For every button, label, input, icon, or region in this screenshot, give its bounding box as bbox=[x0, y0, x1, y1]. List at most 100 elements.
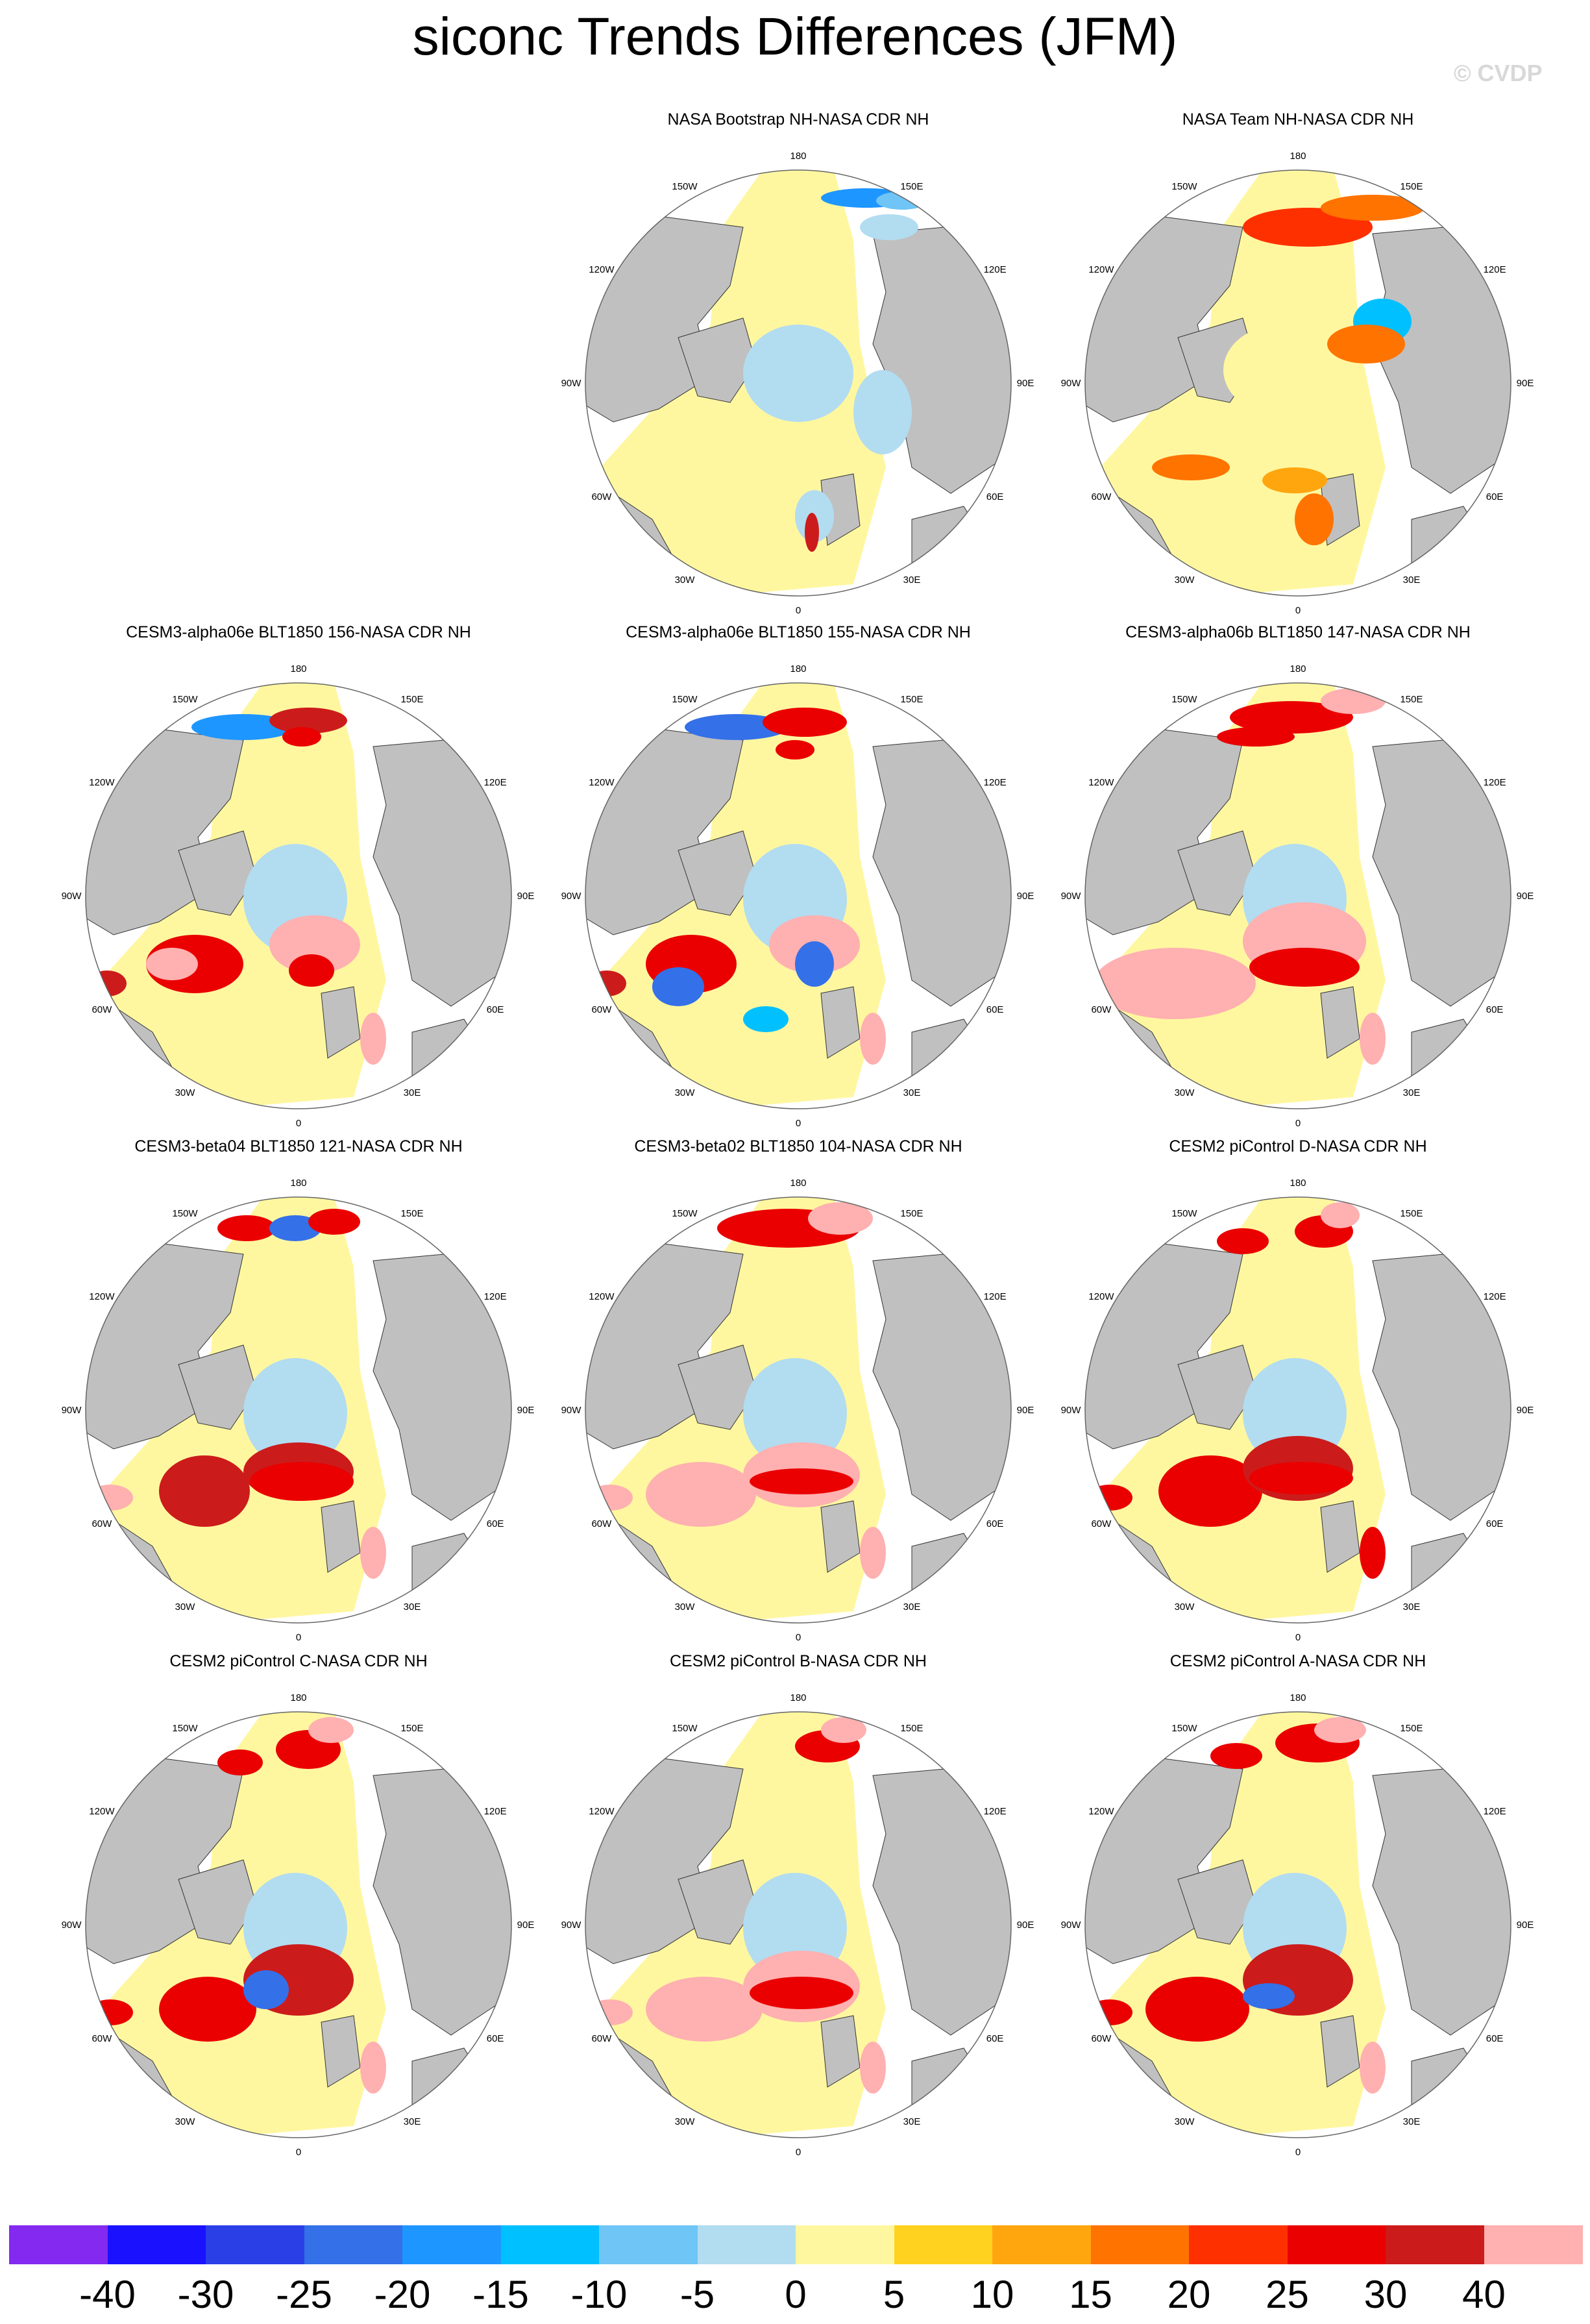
trend-anomaly-area bbox=[269, 915, 360, 974]
trend-anomaly-area bbox=[1145, 1977, 1249, 2042]
longitude-label: 60E bbox=[1486, 491, 1504, 502]
longitude-label: 30E bbox=[1403, 1601, 1421, 1613]
colorbar-tick: -10 bbox=[570, 2273, 628, 2316]
longitude-label: 120W bbox=[1088, 264, 1114, 275]
longitude-label: 180 bbox=[790, 1178, 806, 1189]
longitude-label: 30W bbox=[1175, 575, 1195, 586]
longitude-label: 150E bbox=[400, 694, 423, 705]
longitude-label: 150E bbox=[1400, 181, 1423, 192]
polar-map: 180 150E 120E 90E 60E 30E 0 30W 60W 90W 120W 150W bbox=[62, 663, 535, 1129]
colorbar-swatch bbox=[796, 2225, 895, 2264]
colorbar-tick: -15 bbox=[472, 2273, 529, 2316]
trend-anomaly-area bbox=[1360, 1527, 1386, 1579]
longitude-label: 120E bbox=[484, 777, 507, 788]
longitude-label: 0 bbox=[1295, 605, 1301, 616]
longitude-label: 150E bbox=[900, 1208, 923, 1219]
longitude-label: 30W bbox=[175, 2116, 196, 2127]
longitude-label: 150W bbox=[672, 694, 698, 705]
longitude-label: 120E bbox=[984, 777, 1007, 788]
longitude-label: 150W bbox=[172, 1723, 198, 1734]
longitude-label: 0 bbox=[796, 605, 801, 616]
trend-anomaly-area bbox=[1230, 701, 1353, 734]
colorbar-tick: 0 bbox=[785, 2273, 807, 2316]
land-mass bbox=[178, 1859, 257, 1945]
trend-anomaly-area bbox=[860, 214, 918, 240]
trend-anomaly-area bbox=[1094, 948, 1256, 1019]
longitude-label: 60E bbox=[1486, 1518, 1504, 1529]
trend-anomaly-area bbox=[1152, 454, 1230, 480]
trend-anomaly-area bbox=[743, 325, 853, 422]
longitude-label: 90E bbox=[1017, 891, 1034, 902]
land-mass bbox=[678, 1859, 757, 1945]
trend-anomaly-area bbox=[243, 1970, 289, 2009]
trend-anomaly-area bbox=[876, 192, 928, 210]
colorbar-tick: -30 bbox=[177, 2273, 234, 2316]
longitude-label: 60E bbox=[1486, 2033, 1504, 2044]
colorbar-swatch bbox=[304, 2225, 403, 2264]
trend-anomaly-area bbox=[217, 1749, 263, 1775]
longitude-label: 60W bbox=[1091, 491, 1112, 502]
longitude-label: 0 bbox=[296, 1118, 301, 1129]
trend-anomaly-area bbox=[1249, 1462, 1353, 1494]
trend-anomaly-area bbox=[1321, 1202, 1360, 1228]
longitude-label: 90W bbox=[1061, 1920, 1082, 1931]
longitude-label: 60E bbox=[986, 1518, 1004, 1529]
trend-anomaly-area bbox=[360, 1527, 386, 1579]
longitude-label: 150W bbox=[672, 1208, 698, 1219]
longitude-label: 60E bbox=[487, 1004, 504, 1015]
longitude-label: 180 bbox=[290, 1692, 306, 1703]
longitude-label: 90E bbox=[1517, 1920, 1534, 1931]
longitude-label: 150W bbox=[172, 694, 198, 705]
map-panel: CESM3-beta02 BLT1850 104-NASA CDR NH 180 1… bbox=[548, 1137, 1048, 1650]
map-boundary bbox=[1084, 682, 1511, 1109]
longitude-label: 60W bbox=[591, 1518, 612, 1529]
colorbar-swatch bbox=[1287, 2225, 1386, 2264]
longitude-label: 150W bbox=[1171, 1208, 1197, 1219]
longitude-label: 90W bbox=[1061, 891, 1082, 902]
panel-title: CESM3-alpha06e BLT1850 156-NASA CDR NH bbox=[126, 623, 471, 641]
trend-anomaly-area bbox=[587, 1999, 633, 2025]
longitude-label: 60W bbox=[92, 1004, 112, 1015]
longitude-label: 90E bbox=[517, 891, 535, 902]
sea-ice-region bbox=[1100, 1197, 1386, 1623]
longitude-label: 180 bbox=[1290, 1178, 1306, 1189]
colorbar-swatch bbox=[402, 2225, 502, 2264]
longitude-label: 120E bbox=[984, 264, 1007, 275]
map-panel: CESM2 piControl D-NASA CDR NH 180 150E 120E… bbox=[1048, 1137, 1548, 1650]
colorbar-tick: 10 bbox=[970, 2273, 1014, 2316]
colorbar-swatch bbox=[107, 2225, 206, 2264]
longitude-label: 60E bbox=[986, 1004, 1004, 1015]
longitude-label: 0 bbox=[296, 2147, 301, 2158]
land-mass bbox=[1411, 1533, 1503, 1623]
land-mass bbox=[1411, 506, 1503, 596]
longitude-label: 0 bbox=[796, 2147, 801, 2158]
trend-anomaly-area bbox=[1087, 1485, 1132, 1511]
cvdp-watermark: © CVDP bbox=[1454, 60, 1543, 86]
longitude-label: 30E bbox=[404, 1087, 421, 1098]
trend-anomaly-area bbox=[750, 1468, 853, 1494]
longitude-label: 30E bbox=[903, 1601, 921, 1613]
longitude-label: 120W bbox=[589, 264, 615, 275]
map-panel: CESM3-alpha06b BLT1850 147-NASA CDR NH 18… bbox=[1048, 623, 1548, 1136]
colorbar-tick: -20 bbox=[374, 2273, 431, 2316]
longitude-label: 90E bbox=[1517, 1405, 1534, 1416]
longitude-label: 30W bbox=[1175, 1601, 1195, 1613]
longitude-label: 30E bbox=[903, 575, 921, 586]
trend-anomaly-area bbox=[646, 1977, 763, 2042]
trend-anomaly-area bbox=[860, 2042, 886, 2094]
longitude-label: 60W bbox=[1091, 2033, 1112, 2044]
land-mass bbox=[911, 1019, 1003, 1109]
longitude-label: 150E bbox=[400, 1723, 423, 1734]
map-boundary bbox=[1084, 1711, 1511, 2138]
panel-title: CESM2 piControl A-NASA CDR NH bbox=[1169, 1652, 1426, 1670]
longitude-label: 30W bbox=[175, 1601, 196, 1613]
colorbar-swatch bbox=[1386, 2225, 1485, 2264]
longitude-label: 150E bbox=[400, 1208, 423, 1219]
map-boundary bbox=[585, 682, 1012, 1109]
trend-anomaly-area bbox=[1158, 1455, 1262, 1527]
colorbar-swatch bbox=[206, 2225, 305, 2264]
panel-title: CESM3-alpha06e BLT1850 155-NASA CDR NH bbox=[626, 623, 971, 641]
map-panel: CESM3-alpha06e BLT1850 156-NASA CDR NH 18… bbox=[49, 623, 548, 1136]
longitude-label: 60W bbox=[92, 1518, 112, 1529]
land-mass bbox=[678, 1344, 757, 1430]
